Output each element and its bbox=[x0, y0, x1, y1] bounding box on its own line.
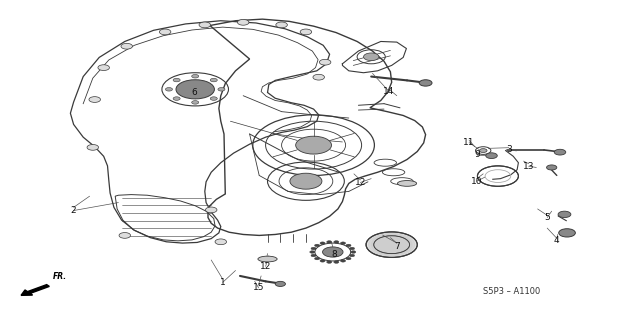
Polygon shape bbox=[374, 236, 410, 254]
Circle shape bbox=[275, 281, 285, 286]
Circle shape bbox=[192, 101, 198, 104]
Circle shape bbox=[210, 78, 217, 82]
Circle shape bbox=[199, 22, 211, 28]
Text: 6: 6 bbox=[191, 88, 196, 97]
Text: FR.: FR. bbox=[53, 272, 67, 281]
Text: 8: 8 bbox=[332, 250, 337, 259]
Text: 10: 10 bbox=[471, 177, 483, 186]
Circle shape bbox=[218, 88, 225, 91]
Circle shape bbox=[311, 254, 316, 257]
Circle shape bbox=[346, 257, 351, 260]
Text: 7: 7 bbox=[394, 242, 399, 251]
Circle shape bbox=[173, 97, 180, 100]
Circle shape bbox=[192, 74, 198, 78]
FancyArrow shape bbox=[21, 285, 49, 295]
Circle shape bbox=[479, 149, 487, 152]
Text: 11: 11 bbox=[463, 138, 475, 147]
Circle shape bbox=[313, 74, 324, 80]
Circle shape bbox=[205, 207, 217, 213]
Circle shape bbox=[547, 165, 557, 170]
Circle shape bbox=[159, 29, 171, 35]
Circle shape bbox=[319, 59, 331, 65]
Polygon shape bbox=[369, 233, 415, 256]
Circle shape bbox=[349, 254, 355, 257]
Circle shape bbox=[340, 242, 346, 244]
Ellipse shape bbox=[397, 181, 417, 186]
Circle shape bbox=[165, 88, 173, 91]
Circle shape bbox=[314, 244, 319, 247]
Circle shape bbox=[419, 80, 432, 86]
Circle shape bbox=[334, 241, 339, 243]
Circle shape bbox=[310, 251, 315, 253]
Circle shape bbox=[323, 247, 343, 257]
Circle shape bbox=[349, 247, 355, 250]
Text: 1: 1 bbox=[220, 278, 225, 287]
Text: 12: 12 bbox=[260, 262, 271, 271]
Circle shape bbox=[314, 257, 319, 260]
Text: 15: 15 bbox=[253, 283, 264, 292]
Circle shape bbox=[276, 22, 287, 28]
Text: 13: 13 bbox=[523, 162, 534, 171]
Circle shape bbox=[559, 229, 575, 237]
Circle shape bbox=[334, 261, 339, 263]
Ellipse shape bbox=[258, 256, 277, 262]
Circle shape bbox=[346, 244, 351, 247]
Text: S5P3 – A1100: S5P3 – A1100 bbox=[483, 287, 541, 296]
Circle shape bbox=[558, 211, 571, 218]
Text: 5: 5 bbox=[545, 213, 550, 222]
Circle shape bbox=[89, 97, 100, 102]
Circle shape bbox=[173, 78, 180, 82]
Circle shape bbox=[121, 43, 132, 49]
Circle shape bbox=[554, 149, 566, 155]
Circle shape bbox=[290, 173, 322, 189]
Circle shape bbox=[119, 233, 131, 238]
Circle shape bbox=[87, 145, 99, 150]
Circle shape bbox=[98, 65, 109, 70]
Circle shape bbox=[364, 53, 379, 61]
Circle shape bbox=[237, 19, 249, 25]
Circle shape bbox=[326, 241, 332, 243]
Circle shape bbox=[300, 29, 312, 35]
Circle shape bbox=[486, 153, 497, 159]
Circle shape bbox=[296, 136, 332, 154]
Circle shape bbox=[351, 251, 356, 253]
Text: 4: 4 bbox=[554, 236, 559, 245]
Text: 14: 14 bbox=[383, 87, 395, 96]
Circle shape bbox=[320, 260, 325, 262]
Text: 2: 2 bbox=[71, 206, 76, 215]
Circle shape bbox=[176, 80, 214, 99]
Text: 3: 3 bbox=[506, 145, 511, 154]
Polygon shape bbox=[366, 232, 417, 257]
Polygon shape bbox=[371, 234, 412, 255]
Circle shape bbox=[210, 97, 217, 100]
Circle shape bbox=[320, 242, 325, 244]
Circle shape bbox=[340, 260, 346, 262]
Text: 12: 12 bbox=[355, 178, 366, 187]
Circle shape bbox=[311, 247, 316, 250]
Circle shape bbox=[326, 261, 332, 263]
Circle shape bbox=[215, 239, 227, 245]
Text: 9: 9 bbox=[474, 150, 479, 159]
